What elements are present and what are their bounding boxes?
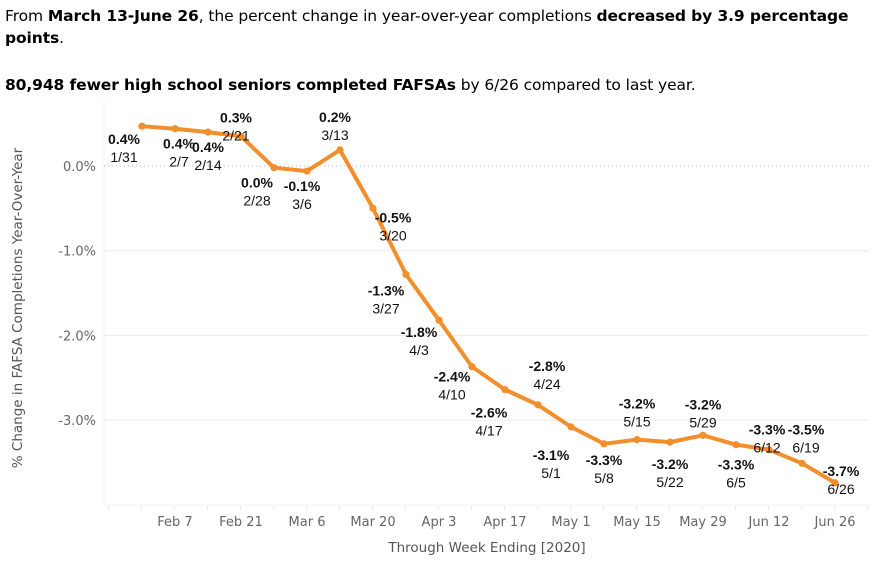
y-tick-label: -1.0%	[58, 245, 96, 260]
headline-text-segment: by 6/26 compared to last year.	[455, 76, 696, 94]
data-label-value: -3.3%	[586, 452, 623, 468]
x-tick-label: Jun 26	[814, 515, 856, 530]
headline-text-segment: decreased by 3.9 percentage points	[5, 7, 849, 47]
data-label-value: -3.2%	[652, 456, 689, 472]
data-label-value: -3.3%	[718, 457, 755, 473]
data-label-value: 0.4%	[108, 131, 140, 147]
x-tick-label: Jun 12	[748, 515, 790, 530]
data-label-value: -1.8%	[401, 324, 438, 340]
headline-summary-2: 80,948 fewer high school seniors complet…	[5, 74, 696, 96]
headline-text-segment: 80,948 fewer high school seniors complet…	[5, 76, 456, 94]
data-point	[138, 122, 146, 130]
data-point	[765, 446, 773, 454]
headline-summary-1: From March 13-June 26, the percent chang…	[5, 5, 865, 49]
y-axis-title: % Change in FAFSA Completions Year-Over-…	[10, 147, 26, 468]
data-point	[270, 164, 278, 172]
data-point	[303, 167, 311, 175]
data-label-date: 3/6	[292, 196, 312, 212]
x-tick-label: May 29	[679, 515, 727, 530]
x-axis: Feb 7 Feb 21 Mar 6 Mar 20 Apr 3 Apr 17 May 1 Ma…	[108, 505, 868, 530]
data-label-date: 2/7	[169, 154, 189, 170]
data-point	[402, 270, 410, 279]
data-label-date: 5/1	[541, 465, 561, 481]
data-label-value: 0.0%	[241, 175, 273, 191]
data-label-date: 3/20	[379, 227, 406, 243]
data-label-date: 5/22	[656, 474, 683, 490]
data-label-date: 5/15	[623, 414, 650, 430]
data-point	[369, 204, 377, 212]
y-tick-label: -3.0%	[58, 414, 96, 429]
data-label-date: 2/28	[243, 193, 270, 209]
data-label-value: 0.3%	[220, 109, 252, 125]
x-tick-label: May 1	[551, 515, 590, 530]
data-point	[798, 459, 806, 467]
series-line	[138, 122, 839, 487]
data-label-date: 6/5	[726, 475, 746, 491]
x-tick-label: Feb 21	[219, 515, 263, 530]
data-label-date: 6/19	[792, 439, 819, 455]
headline-text-segment: .	[59, 29, 64, 47]
data-label-value: -3.7%	[823, 463, 860, 479]
data-label-date: 4/17	[475, 423, 502, 439]
x-tick-label: Apr 3	[422, 515, 457, 530]
data-point	[171, 125, 179, 133]
data-label-value: 0.4%	[163, 136, 195, 152]
data-label-value: -3.3%	[749, 422, 786, 438]
data-label-date: 6/26	[827, 481, 854, 497]
data-label-value: -2.8%	[529, 358, 566, 374]
x-tick-label: Mar 6	[289, 515, 326, 530]
series-path	[140, 124, 837, 485]
data-label-date: 5/8	[594, 470, 614, 486]
data-point	[567, 423, 575, 431]
data-point	[633, 435, 641, 444]
data-point	[237, 132, 245, 140]
data-label-value: -0.1%	[284, 178, 321, 194]
data-point	[501, 386, 509, 394]
headline-text-segment: , the percent change in year-over-year c…	[198, 7, 597, 25]
data-point	[600, 440, 608, 448]
x-axis-title: Through Week Ending [2020]	[387, 540, 585, 556]
x-tick-label: Apr 17	[483, 515, 526, 530]
data-label-date: 4/24	[533, 376, 560, 392]
data-label-date: 3/13	[321, 127, 348, 143]
data-label-date: 4/3	[409, 342, 429, 358]
data-point	[204, 128, 212, 136]
gridlines	[103, 100, 869, 506]
y-axis-ticks: 0.0% -1.0% -2.0% -3.0%	[58, 160, 96, 429]
headline-text-segment: From	[5, 7, 48, 25]
data-label-value: -3.2%	[619, 396, 656, 412]
data-label-date: 1/31	[110, 149, 137, 165]
data-label-date: 4/10	[438, 387, 465, 403]
data-point	[732, 441, 740, 449]
data-label-date: 6/12	[753, 440, 780, 456]
y-tick-label: -2.0%	[58, 329, 96, 344]
data-point	[435, 316, 443, 324]
data-point	[336, 146, 344, 154]
y-tick-label: 0.0%	[63, 160, 96, 175]
data-label-date: 2/14	[194, 157, 221, 173]
data-labels: 0.4%1/310.4%2/70.4%2/140.3%2/210.0%2/28-…	[108, 109, 860, 497]
data-point	[534, 401, 542, 409]
data-label-value: -2.4%	[434, 369, 471, 385]
data-label-date: 3/27	[372, 300, 399, 316]
data-label-value: -3.2%	[685, 396, 722, 412]
data-label-date: 5/29	[689, 414, 716, 430]
data-point	[831, 479, 839, 487]
data-point	[468, 363, 476, 371]
data-label-value: 0.2%	[319, 109, 351, 125]
data-label-value: -2.6%	[471, 405, 508, 421]
data-label-value: -1.3%	[368, 282, 405, 298]
data-label-value: 0.4%	[192, 139, 224, 155]
data-label-date: 2/21	[222, 127, 249, 143]
headline-text-segment: March 13-June 26	[47, 7, 199, 25]
data-label-value: -3.5%	[788, 421, 825, 437]
x-tick-label: May 15	[613, 515, 661, 530]
data-point	[699, 431, 707, 439]
data-label-value: -0.5%	[375, 209, 412, 225]
data-point	[666, 438, 674, 446]
x-tick-label: Feb 7	[157, 515, 192, 530]
x-tick-label: Mar 20	[350, 515, 395, 530]
data-label-value: -3.1%	[533, 447, 570, 463]
